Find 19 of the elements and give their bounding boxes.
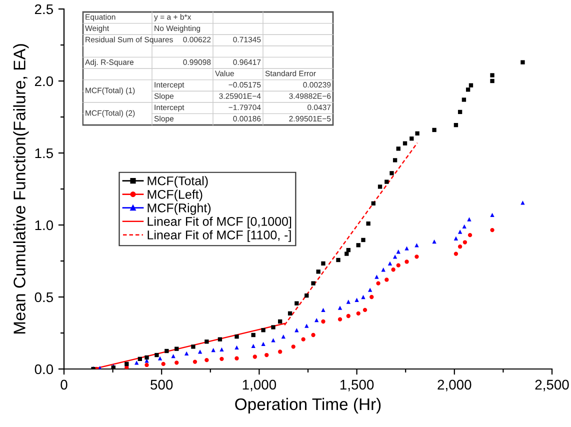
legend-label: Linear Fit of MCF [0,1000]: [148, 216, 292, 228]
x-tick-label: 1,500: [340, 380, 374, 392]
legend-label: MCF(Left): [148, 190, 202, 202]
y-tick-label: 2.0: [34, 76, 54, 86]
legend-label: Linear Fit of MCF [1100, -]: [148, 230, 291, 242]
x-tick-label: 500: [150, 380, 173, 390]
y-tick-label: 1.0: [35, 220, 54, 230]
y-tick-label: 0.5: [34, 292, 54, 302]
x-tick-label: 2,000: [438, 380, 472, 392]
y-tick-label: 2.5: [34, 4, 54, 14]
legend-label: MCF(Total): [148, 176, 208, 188]
y-tick-label: 1.5: [35, 148, 54, 158]
legend-label: MCF(Right): [148, 203, 211, 215]
x-axis-title: Operation Time (Hr): [235, 398, 381, 414]
y-tick-label: 0.0: [34, 364, 54, 374]
y-axis-title: Mean Cumulative Function(Failure, EA): [13, 44, 29, 334]
x-tick-label: 1,000: [242, 380, 276, 392]
x-tick-label: 2,500: [535, 380, 569, 392]
x-tick-label: 0: [60, 380, 68, 390]
